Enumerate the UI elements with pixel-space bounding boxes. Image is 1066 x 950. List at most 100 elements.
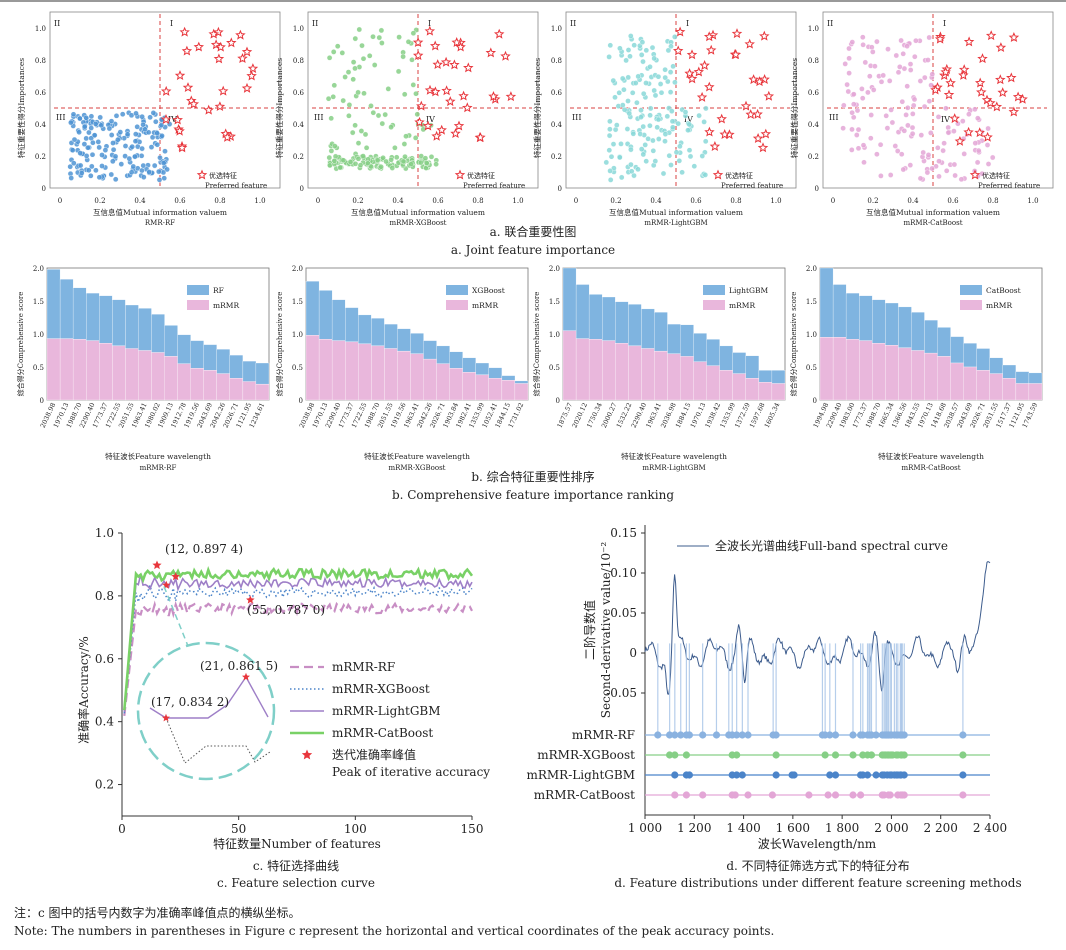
feature-point	[110, 140, 116, 146]
feature-point	[945, 129, 952, 136]
feature-point	[140, 174, 147, 180]
mrmr-score-bar	[229, 378, 244, 401]
feature-point	[379, 120, 386, 127]
preferred-feature-star	[412, 50, 424, 61]
feature-point	[660, 170, 667, 177]
y-tick-label: 0.5	[33, 364, 44, 372]
preferred-feature-star	[450, 128, 461, 139]
preferred-feature-star	[160, 113, 172, 124]
legend-series-label: mRMR-LightGBM	[332, 704, 441, 718]
feature-point	[83, 135, 89, 142]
feature-point	[606, 132, 613, 139]
legend-label-en: Preferred feature	[205, 182, 267, 190]
feature-point	[378, 27, 385, 34]
feature-point	[414, 111, 421, 118]
feature-point	[90, 139, 96, 146]
model-score-bar	[423, 340, 437, 360]
legend-peak-star	[301, 749, 313, 760]
feature-point	[88, 113, 95, 120]
preferred-feature-star	[995, 42, 1007, 53]
feature-point	[898, 151, 905, 157]
legend-star	[196, 169, 208, 180]
legend-model-label: XGBoost	[472, 286, 505, 295]
preferred-feature-star	[977, 53, 988, 64]
feature-point	[662, 138, 668, 144]
legend-mrmr-label: mRMR	[986, 301, 1012, 310]
y-axis-label-cn: 二阶导数值	[582, 600, 597, 660]
method-row-label: mRMR-LightGBM	[526, 768, 635, 782]
model-score-bar	[1015, 371, 1030, 384]
model-score-bar	[615, 301, 629, 344]
preferred-feature-star	[719, 128, 730, 139]
selected-feature-marker	[821, 751, 829, 759]
model-score-bar	[872, 299, 886, 344]
mrmr-score-bar	[602, 340, 616, 401]
feature-point	[110, 158, 116, 165]
x-tick-label: 0	[118, 822, 126, 836]
x-tick-label: 1 200	[677, 821, 711, 835]
preferred-feature-star	[432, 59, 443, 70]
feature-point	[88, 125, 94, 131]
feature-point	[119, 111, 126, 117]
selected-feature-marker	[733, 771, 741, 779]
x-tick-label: 0.4	[907, 197, 919, 205]
feature-point	[349, 129, 356, 136]
feature-point	[607, 42, 614, 49]
mrmr-score-bar	[1002, 378, 1017, 401]
x-tick-label: 0.8	[730, 197, 741, 205]
mrmr-score-bar	[706, 365, 720, 401]
feature-point	[862, 59, 869, 66]
model-score-bar	[514, 380, 529, 384]
feature-point	[900, 166, 907, 173]
feature-point	[943, 167, 950, 174]
feature-point	[625, 98, 631, 104]
feature-point	[640, 58, 646, 65]
y-tick-label: 0.8	[293, 57, 304, 65]
selected-feature-marker	[831, 771, 840, 779]
preferred-feature-star	[241, 82, 253, 93]
zoom-peak-star	[162, 713, 170, 722]
feature-point	[383, 158, 389, 165]
mrmr-score-bar	[501, 380, 516, 401]
feature-point	[849, 39, 856, 45]
feature-point	[928, 130, 934, 136]
model-score-bar	[164, 325, 178, 357]
feature-point	[355, 140, 362, 146]
method-row-label: mRMR-RF	[572, 728, 635, 742]
y-tick-label: 1.0	[806, 331, 817, 339]
joint-frame	[822, 11, 1054, 189]
feature-point	[638, 107, 644, 113]
x-tick-label: 0.4	[650, 197, 662, 205]
feature-point	[702, 172, 709, 178]
feature-point	[652, 158, 659, 164]
model-score-bar	[950, 336, 964, 364]
legend-model-swatch	[960, 285, 982, 295]
feature-point	[911, 96, 918, 103]
feature-point	[904, 43, 910, 49]
feature-point	[917, 78, 924, 84]
model-score-bar	[859, 295, 873, 341]
feature-point	[380, 154, 386, 161]
x-tick-label: 0.8	[214, 197, 225, 205]
feature-point	[667, 69, 674, 75]
feature-point	[77, 115, 83, 122]
legend-peak-label-cn: 迭代准确率峰值	[332, 747, 416, 762]
feature-point	[877, 141, 884, 148]
preferred-feature-star	[440, 56, 452, 67]
y-tick-label: 0.6	[808, 89, 820, 97]
feature-point	[614, 122, 620, 128]
preferred-feature-star	[731, 28, 743, 39]
note-en: Note: The numbers in parentheses in Figu…	[14, 924, 775, 938]
feature-point	[331, 143, 338, 149]
feature-point	[412, 135, 419, 141]
feature-point	[616, 90, 623, 96]
y-axis-label: 综合得分Comprehensive score	[532, 292, 541, 397]
feature-point	[71, 136, 78, 143]
feature-point	[366, 53, 373, 59]
accuracy-curve-4	[123, 566, 474, 711]
feature-point	[160, 160, 167, 166]
legend-model-swatch	[703, 285, 725, 295]
model-score-bar	[771, 370, 786, 384]
x-tick-label: 0.4	[392, 197, 404, 205]
x-tick-label: 0	[316, 197, 320, 205]
